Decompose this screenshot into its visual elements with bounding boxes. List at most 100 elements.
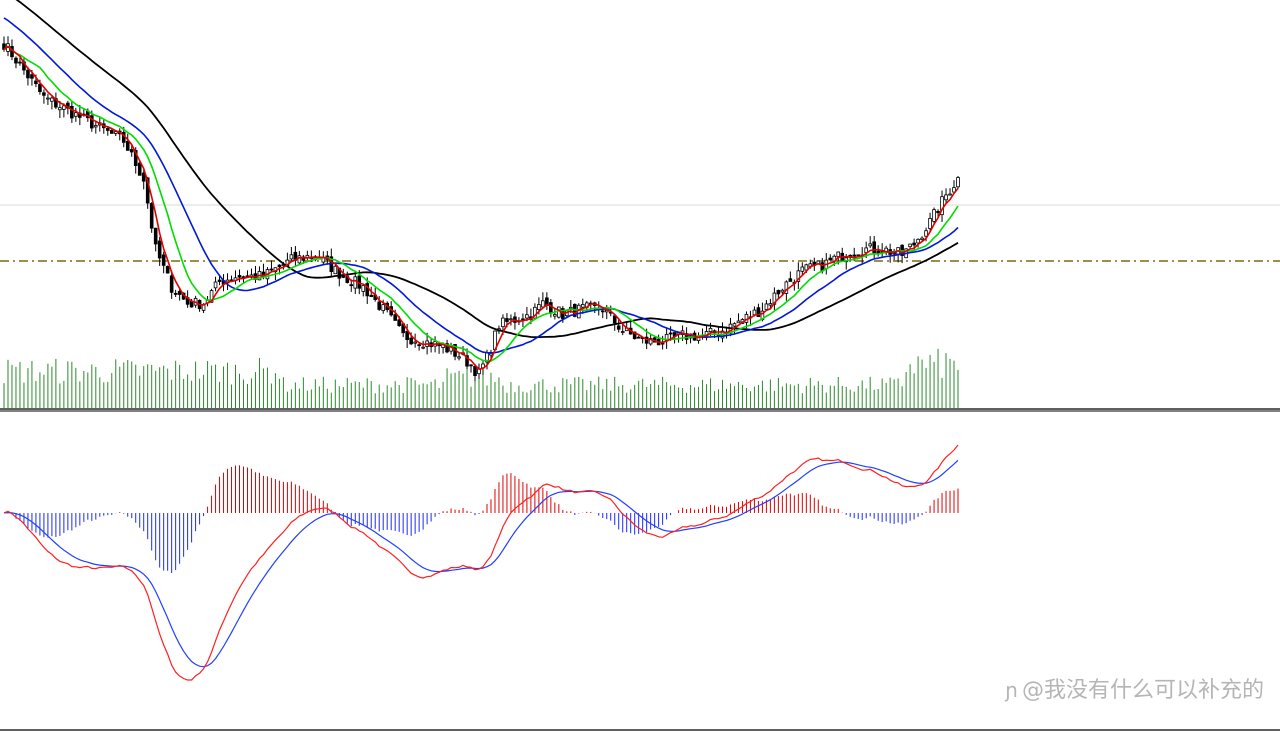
candle-body [525, 314, 529, 319]
candle-body [42, 92, 46, 96]
candle-body [505, 318, 509, 322]
candle-body [277, 264, 282, 268]
candle-body [473, 365, 477, 377]
candle-body [509, 318, 513, 321]
candle-body [361, 285, 366, 292]
candle-body [916, 238, 920, 244]
candle-body [768, 303, 773, 306]
candle-body [445, 343, 449, 353]
candle-body [237, 275, 242, 278]
candle-body [836, 251, 841, 257]
candle-body [50, 97, 54, 102]
candle-body [177, 290, 182, 295]
candle-body [109, 130, 114, 134]
candle-body [393, 314, 397, 321]
candle-body [684, 333, 689, 340]
candle-body [161, 254, 166, 266]
candle-body [940, 196, 944, 216]
candle-body [153, 227, 158, 245]
candle-body [173, 292, 178, 295]
candle-body [201, 304, 206, 311]
candle-body [34, 80, 38, 85]
candle-body [381, 304, 386, 311]
candle-body [780, 289, 785, 293]
candle-body [828, 257, 833, 261]
candle-body [409, 337, 413, 345]
candle-body [297, 255, 302, 264]
zhihu-logo-icon: ɲ [1005, 678, 1018, 702]
candle-body [852, 254, 857, 257]
ma-fast-line [3, 45, 959, 370]
candle-body [948, 193, 952, 196]
watermark: ɲ @我没有什么可以补充的 [1005, 672, 1264, 704]
candle-body [38, 83, 42, 92]
candle-body [553, 314, 557, 317]
candle-body [756, 307, 761, 317]
candle-body [70, 105, 74, 119]
candle-body [668, 332, 673, 335]
candle-body [752, 309, 757, 316]
candle-body [549, 302, 553, 314]
candle-body [397, 319, 401, 326]
candle-body [213, 281, 218, 289]
candle-body [892, 252, 896, 255]
candle-body [421, 346, 425, 349]
candle-body [776, 290, 781, 295]
candle-body [209, 290, 214, 303]
candle-body [217, 279, 222, 282]
candle-body [169, 275, 174, 293]
candle-body [944, 194, 948, 201]
candle-body [580, 304, 585, 308]
candle-body [46, 97, 50, 100]
candle-body [796, 270, 801, 282]
candle-body [58, 107, 62, 111]
candle-body [557, 306, 561, 318]
candle-body [764, 303, 769, 310]
candle-body [800, 266, 805, 272]
macd-histogram [7, 465, 959, 573]
ma-slow-line [3, 17, 959, 355]
ma-long-line [15, 0, 959, 339]
candle-body [804, 264, 809, 271]
candle-body [269, 268, 274, 271]
candle-body [648, 338, 653, 345]
watermark-text: @我没有什么可以补充的 [1021, 678, 1264, 703]
candle-body [149, 203, 154, 229]
candle-body [62, 105, 66, 110]
candle-body [541, 300, 545, 308]
candle-body [289, 254, 294, 260]
candle-body [353, 276, 358, 289]
candle-body [920, 237, 924, 240]
candle-body [417, 344, 421, 347]
candle-body [616, 325, 621, 330]
candle-body [537, 304, 541, 310]
candle-body [18, 61, 22, 64]
candle-body [736, 320, 741, 324]
candle-body [129, 149, 134, 153]
candle-body [157, 240, 162, 259]
candle-body [94, 125, 98, 128]
candle-body [26, 69, 30, 79]
candle-body [912, 242, 916, 246]
candle-body [924, 230, 928, 237]
candle-body [377, 301, 382, 310]
candle-body [405, 331, 409, 340]
macd-line [3, 444, 959, 681]
candle-body [932, 209, 936, 222]
candle-body [165, 265, 170, 274]
candle-body [632, 331, 637, 340]
candle-body [133, 150, 138, 166]
macd-signal-line [3, 459, 959, 668]
candle-body [708, 327, 713, 332]
candle-body [469, 364, 473, 367]
candle-body [369, 294, 374, 298]
candle-body [333, 265, 338, 275]
candle-body [604, 309, 609, 313]
candle-body [956, 177, 960, 188]
candle-body [90, 115, 94, 129]
candle-body [788, 278, 793, 282]
macd-panel [3, 444, 959, 681]
candle-body [620, 331, 625, 333]
